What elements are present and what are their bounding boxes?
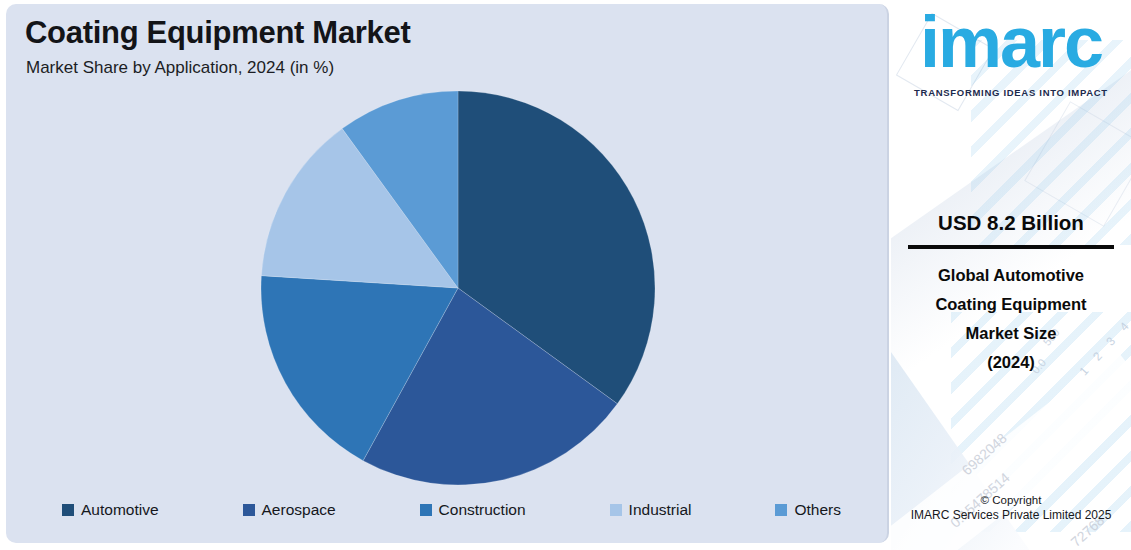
legend-swatch-icon xyxy=(610,504,622,516)
legend-item-industrial: Industrial xyxy=(610,501,692,519)
legend-swatch-icon xyxy=(62,504,74,516)
market-size-line: Coating Equipment xyxy=(891,290,1131,319)
brand-tagline: TRANSFORMING IDEAS INTO IMPACT xyxy=(891,87,1131,98)
legend-label: Others xyxy=(794,501,841,519)
legend-item-automotive: Automotive xyxy=(62,501,159,519)
imarc-logo: imarc xyxy=(891,2,1131,82)
copyright: © Copyright IMARC Services Private Limit… xyxy=(891,493,1131,523)
legend-label: Automotive xyxy=(81,501,159,519)
legend-item-aerospace: Aerospace xyxy=(243,501,336,519)
copyright-line: IMARC Services Private Limited 2025 xyxy=(891,508,1131,523)
divider-rule xyxy=(908,245,1114,249)
copyright-line: © Copyright xyxy=(891,493,1131,508)
legend-label: Industrial xyxy=(629,501,692,519)
market-size-line: (2024) xyxy=(891,348,1131,377)
pie-chart xyxy=(6,4,889,543)
legend-swatch-icon xyxy=(243,504,255,516)
legend-swatch-icon xyxy=(775,504,787,516)
legend-item-construction: Construction xyxy=(420,501,526,519)
legend-item-others: Others xyxy=(775,501,841,519)
infographic-page: Coating Equipment Market Market Share by… xyxy=(0,0,1131,550)
legend-label: Aerospace xyxy=(262,501,336,519)
brand-panel: 5000.01 2 3 469820480.1547851472768 imar… xyxy=(891,0,1131,550)
market-value: USD 8.2 Billion xyxy=(891,211,1131,235)
chart-panel: Coating Equipment Market Market Share by… xyxy=(6,4,889,543)
legend-swatch-icon xyxy=(420,504,432,516)
legend: Automotive Aerospace Construction Industria… xyxy=(62,501,841,519)
market-size-line: Global Automotive xyxy=(891,261,1131,290)
market-size-line: Market Size xyxy=(891,319,1131,348)
legend-label: Construction xyxy=(439,501,526,519)
market-size-label: Global Automotive Coating Equipment Mark… xyxy=(891,261,1131,377)
